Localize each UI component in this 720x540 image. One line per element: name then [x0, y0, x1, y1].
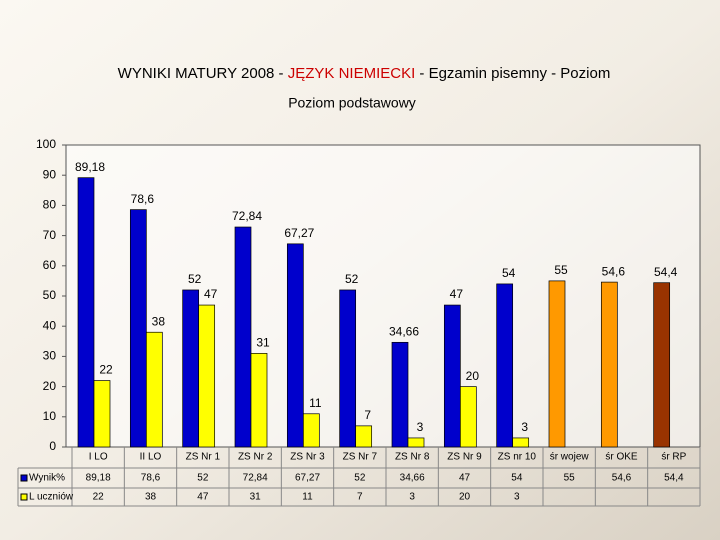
data-label: 54: [502, 266, 516, 280]
bar: [355, 425, 373, 448]
data-label: 89,18: [75, 160, 105, 174]
table-cell: 67,27: [295, 473, 320, 484]
table-cell: 47: [459, 473, 471, 484]
bar: [182, 289, 200, 448]
bar: [496, 283, 514, 448]
data-label: 52: [188, 272, 202, 286]
y-tick-label: 30: [43, 349, 57, 363]
bar: [77, 177, 95, 448]
bar: [129, 209, 147, 448]
data-label: 54,4: [654, 265, 678, 279]
x-tick-label: ZS Nr 8: [395, 452, 430, 463]
table-cell: 7: [357, 492, 363, 503]
bar: [145, 331, 163, 448]
table-cell: 89,18: [86, 473, 111, 484]
table-cell: 3: [409, 492, 415, 503]
data-label: 3: [417, 420, 424, 434]
y-tick-label: 40: [43, 318, 57, 332]
bar: [339, 289, 357, 448]
bar: [548, 280, 566, 448]
table-cell: 54,6: [612, 473, 632, 484]
data-label: 11: [309, 396, 322, 410]
table-cell: 11: [302, 492, 313, 503]
y-tick-label: 100: [36, 137, 56, 151]
table-cell: 31: [250, 492, 262, 503]
bar: [391, 341, 409, 448]
bar: [286, 243, 304, 448]
table-cell: 38: [145, 492, 157, 503]
data-label: 52: [345, 272, 359, 286]
y-tick-label: 50: [43, 288, 57, 302]
table-cell: 47: [197, 492, 209, 503]
data-label: 38: [152, 314, 166, 328]
y-tick-label: 70: [43, 228, 57, 242]
data-label: 3: [521, 420, 528, 434]
bar: [653, 282, 671, 448]
x-tick-label: śr OKE: [605, 452, 638, 463]
y-tick-label: 20: [43, 379, 57, 393]
x-tick-label: ZS Nr 1: [186, 452, 221, 463]
bar: [93, 380, 111, 448]
legend-swatch: [20, 493, 28, 501]
table-cell: 34,66: [400, 473, 425, 484]
bar: [407, 437, 425, 448]
table-cell: 22: [93, 492, 105, 503]
table-cell: 52: [197, 473, 209, 484]
data-label: 22: [99, 363, 113, 377]
chart-subtitle: Poziom podstawowy: [288, 95, 416, 111]
table-cell: 3: [514, 492, 520, 503]
table-cell: 52: [354, 473, 366, 484]
bar: [302, 413, 320, 448]
y-tick-label: 0: [49, 439, 56, 453]
bar: [459, 386, 477, 448]
x-tick-label: II LO: [140, 452, 162, 463]
data-label: 55: [554, 263, 568, 277]
data-label: 72,84: [232, 209, 262, 223]
y-tick-label: 10: [43, 409, 57, 423]
legend-label: L uczniów: [29, 492, 74, 503]
bar: [512, 437, 530, 448]
table-cell: 54: [511, 473, 523, 484]
data-label: 54,6: [602, 264, 626, 278]
table-cell: 78,6: [141, 473, 161, 484]
data-label: 34,66: [389, 324, 419, 338]
y-tick-label: 90: [43, 167, 57, 181]
legend-swatch: [20, 474, 28, 482]
legend-label: Wynik%: [29, 473, 65, 484]
table-cell: 72,84: [243, 473, 268, 484]
bar: [198, 304, 216, 448]
data-label: 20: [466, 369, 480, 383]
data-label: 78,6: [131, 192, 155, 206]
x-tick-label: I LO: [89, 452, 108, 463]
data-label: 47: [450, 287, 464, 301]
data-label: 7: [364, 408, 371, 422]
bar: [443, 304, 461, 448]
y-tick-label: 80: [43, 198, 57, 212]
x-tick-label: ZS Nr 2: [238, 452, 273, 463]
table-cell: 54,4: [664, 473, 684, 484]
x-tick-label: ZS Nr 3: [290, 452, 325, 463]
data-label: 67,27: [284, 226, 314, 240]
chart-title: WYNIKI MATURY 2008 - JĘZYK NIEMIECKI - E…: [118, 65, 611, 82]
bar: [250, 353, 268, 448]
x-tick-label: ZS Nr 7: [343, 452, 378, 463]
x-tick-label: śr wojew: [550, 452, 590, 463]
x-tick-label: ZS Nr 9: [447, 452, 482, 463]
bar: [600, 281, 618, 448]
table-cell: 20: [459, 492, 471, 503]
x-tick-label: śr RP: [661, 452, 686, 463]
x-tick-label: ZS nr 10: [498, 452, 537, 463]
plot-area: [65, 144, 701, 448]
data-label: 31: [256, 336, 270, 350]
bar: [234, 226, 252, 448]
y-tick-label: 60: [43, 258, 57, 272]
data-label: 47: [204, 287, 218, 301]
table-cell: 55: [564, 473, 576, 484]
